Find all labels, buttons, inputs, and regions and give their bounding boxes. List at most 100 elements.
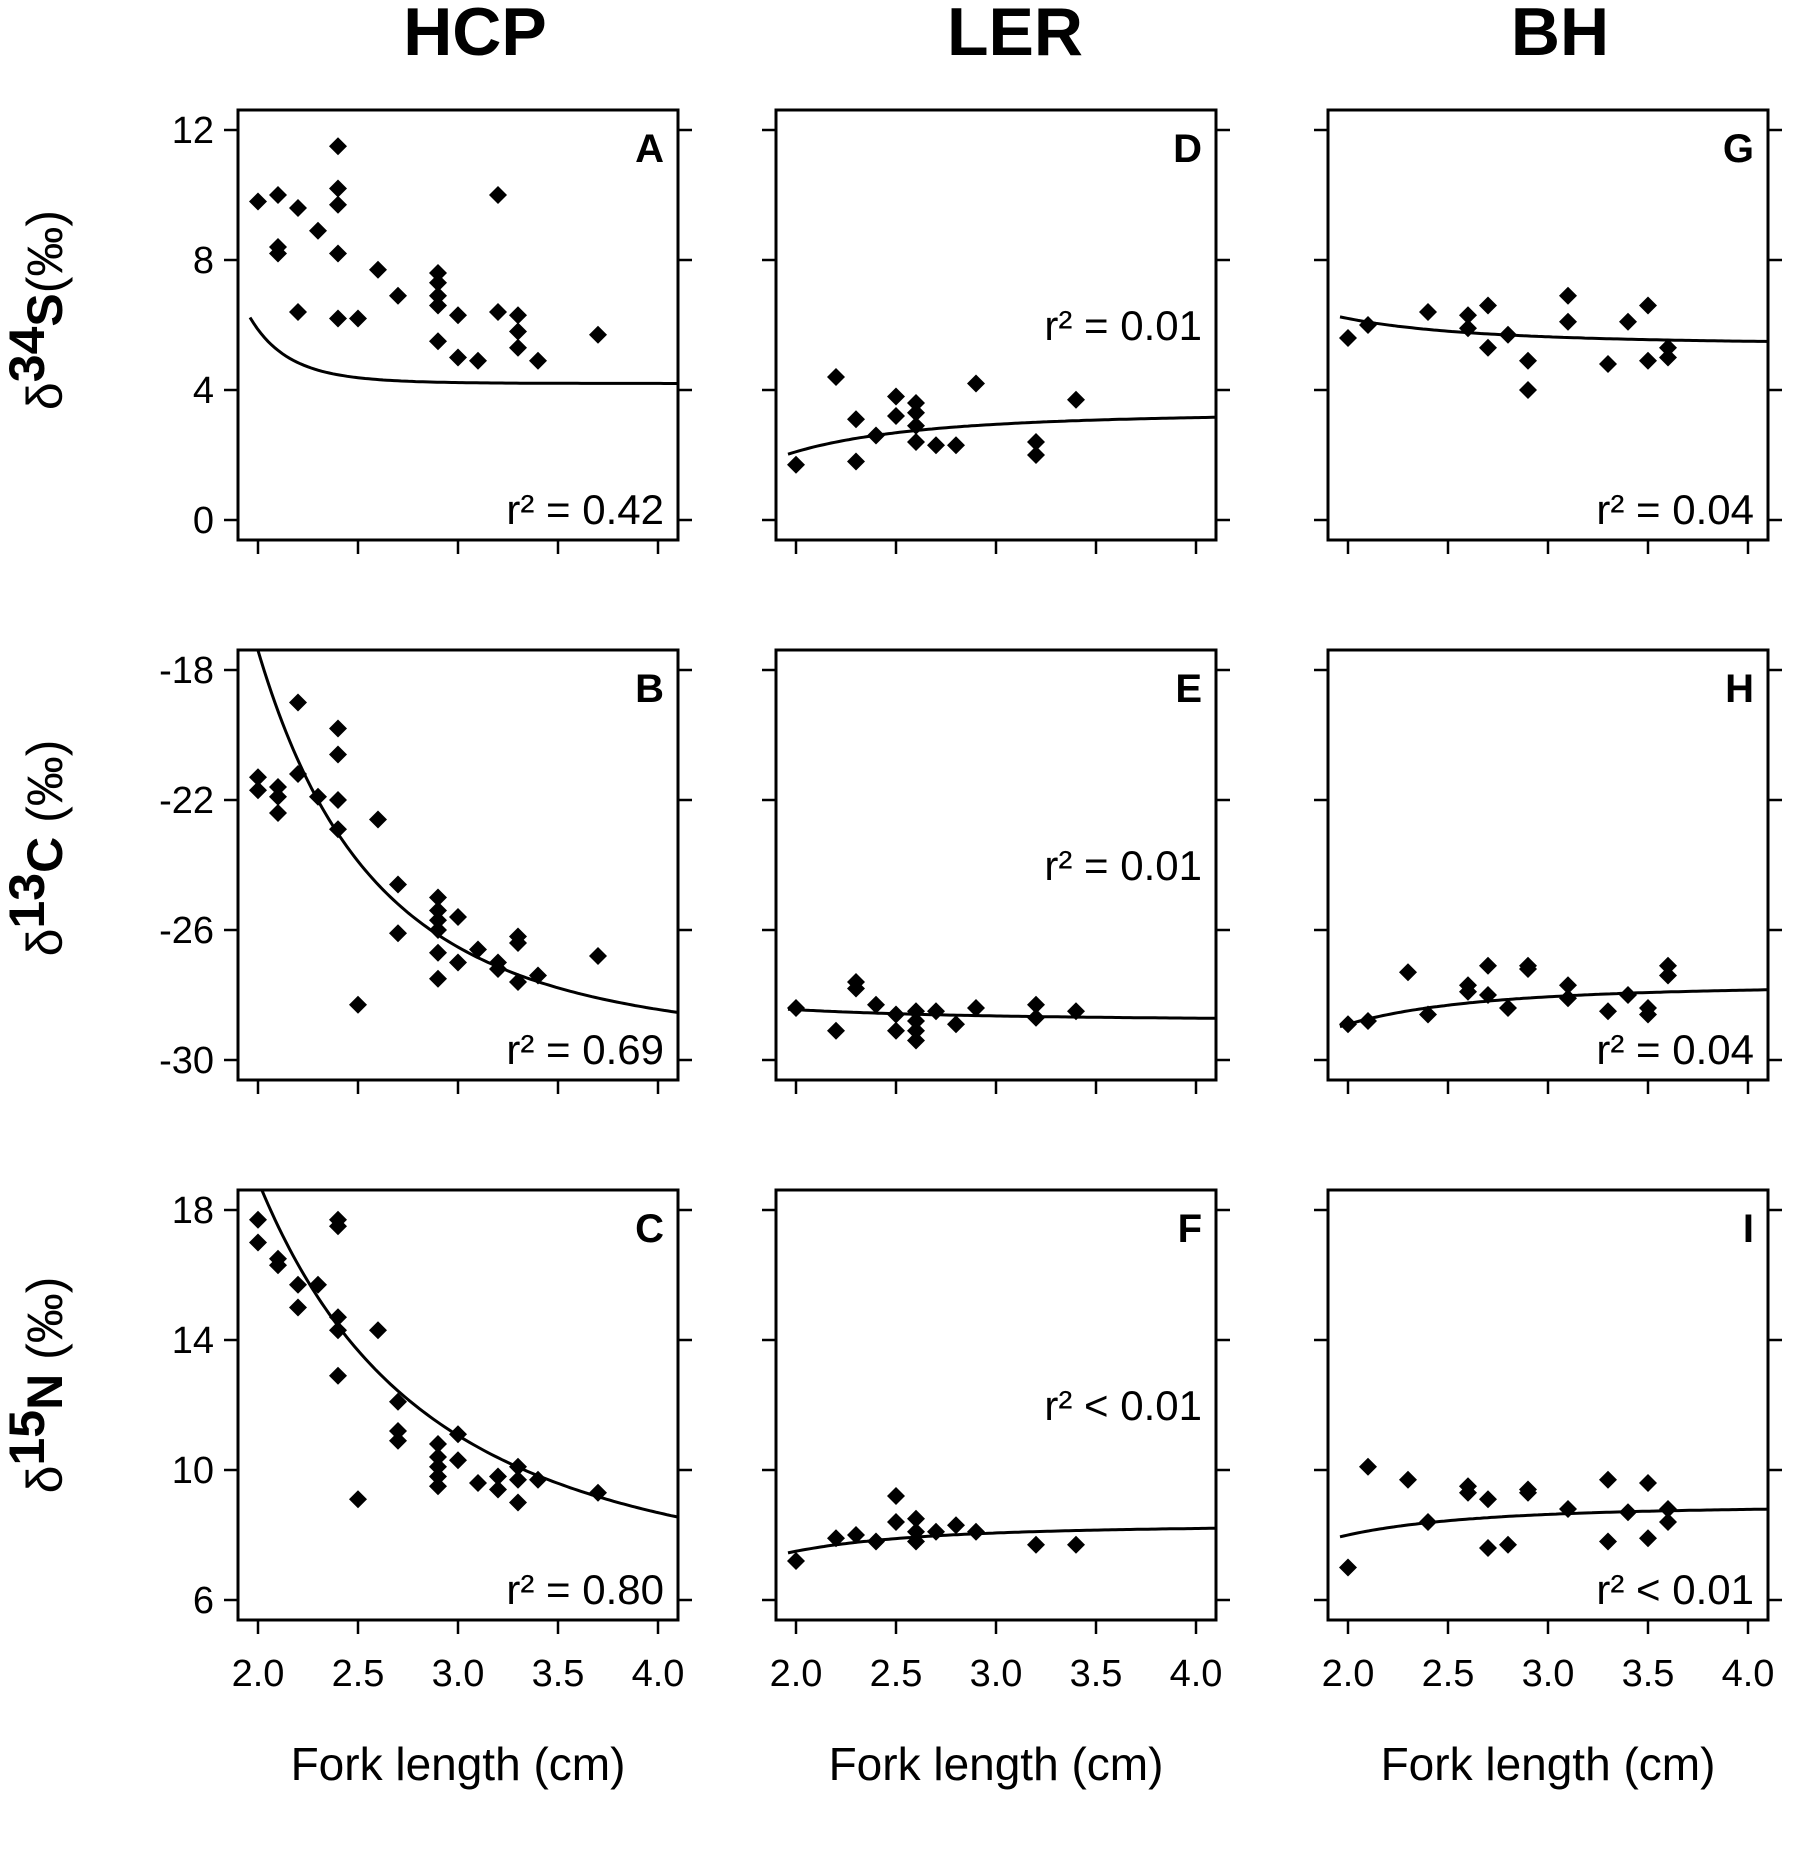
data-point	[369, 810, 387, 829]
data-point	[389, 1431, 407, 1450]
data-point	[249, 781, 267, 800]
data-point	[1559, 286, 1577, 305]
data-point	[1027, 1008, 1045, 1027]
data-point	[1479, 956, 1497, 975]
x-tick-label: 4.0	[1722, 1653, 1775, 1695]
data-point	[589, 325, 607, 344]
data-point	[1519, 381, 1537, 399]
data-point	[1659, 1500, 1677, 1518]
y-tick-label: 18	[172, 1190, 214, 1232]
data-point	[429, 1457, 447, 1476]
x-tick-label: 4.0	[1170, 1653, 1223, 1695]
data-point	[509, 338, 527, 357]
data-point	[907, 1522, 925, 1541]
data-point	[369, 1321, 387, 1340]
data-point	[907, 1002, 925, 1021]
data-point	[1459, 1483, 1477, 1502]
data-point	[1619, 986, 1637, 1004]
data-point	[269, 1256, 287, 1275]
r-squared-label: r² = 0.01	[1044, 842, 1202, 889]
y-tick-label: 8	[193, 240, 214, 282]
data-point	[827, 1021, 845, 1040]
data-point	[1639, 1005, 1657, 1024]
x-tick-label: 3.5	[1070, 1653, 1123, 1695]
x-axis-label: Fork length (cm)	[291, 1738, 626, 1790]
data-point	[787, 1552, 805, 1570]
data-point	[1599, 1002, 1617, 1021]
data-point	[509, 1493, 527, 1512]
data-point	[1519, 960, 1537, 978]
x-tick-label: 3.0	[1522, 1653, 1575, 1695]
panel-g: Gr² = 0.04	[1314, 108, 1782, 554]
data-point	[1559, 976, 1577, 995]
data-point	[907, 1532, 925, 1551]
x-tick-label: 3.5	[532, 1653, 585, 1695]
data-point	[1659, 348, 1677, 367]
data-point	[847, 979, 865, 998]
x-tick-label: 3.0	[432, 1653, 485, 1695]
panel-letter: B	[635, 667, 664, 711]
data-point	[429, 943, 447, 962]
data-point	[329, 309, 347, 328]
data-point	[1479, 1490, 1497, 1509]
data-point	[1599, 1532, 1617, 1551]
data-point	[489, 960, 507, 978]
data-point	[1479, 986, 1497, 1004]
panel-frame	[236, 648, 680, 1082]
data-point	[887, 1021, 905, 1040]
y-tick-label: -22	[159, 780, 214, 822]
data-point	[1339, 1015, 1357, 1034]
data-point	[1459, 319, 1477, 338]
data-point	[1419, 1513, 1437, 1531]
data-point	[249, 768, 267, 787]
data-point	[1639, 1529, 1657, 1548]
fit-curve	[787, 1007, 1216, 1020]
panel-letter: A	[635, 127, 664, 171]
data-point	[489, 1467, 507, 1486]
panel-letter: I	[1743, 1207, 1754, 1251]
data-point	[429, 1477, 447, 1496]
data-point	[449, 1425, 467, 1444]
data-point	[907, 433, 925, 451]
row-label-sulfur: δ34S(‰)	[0, 210, 73, 410]
fit-curve	[1339, 988, 1768, 1029]
data-point	[309, 221, 327, 240]
data-point	[907, 1031, 925, 1050]
data-point	[907, 403, 925, 422]
data-point	[1399, 963, 1417, 982]
data-point	[449, 348, 467, 367]
data-point	[509, 1457, 527, 1476]
data-point	[449, 908, 467, 926]
y-tick-label: 6	[193, 1580, 214, 1622]
data-point	[429, 921, 447, 939]
data-point	[329, 820, 347, 839]
data-point	[867, 995, 885, 1014]
panel-d: Dr² = 0.01	[762, 108, 1230, 554]
data-point	[1339, 329, 1357, 347]
r-squared-label: r² = 0.42	[506, 486, 664, 533]
x-tick-label: 3.5	[1622, 1653, 1675, 1695]
r-squared-label: r² = 0.01	[1044, 302, 1202, 349]
data-point	[289, 1298, 307, 1317]
data-point	[907, 1012, 925, 1030]
x-axis-label: Fork length (cm)	[1381, 1738, 1716, 1790]
panel-frame	[236, 108, 680, 542]
panel-frame	[236, 1188, 680, 1622]
data-point	[249, 192, 267, 211]
data-point	[1599, 1470, 1617, 1489]
panel-letter: E	[1175, 667, 1202, 711]
data-point	[429, 911, 447, 930]
data-point	[509, 306, 527, 325]
y-tick-label: 0	[193, 500, 214, 542]
data-point	[329, 1217, 347, 1236]
data-point	[509, 934, 527, 952]
y-tick-label: -18	[159, 650, 214, 692]
panel-letter: G	[1723, 127, 1754, 171]
data-point	[289, 199, 307, 217]
data-point	[1519, 351, 1537, 370]
data-point	[269, 238, 287, 256]
data-point	[249, 1210, 267, 1229]
data-point	[1027, 1535, 1045, 1554]
data-point	[509, 1470, 527, 1489]
